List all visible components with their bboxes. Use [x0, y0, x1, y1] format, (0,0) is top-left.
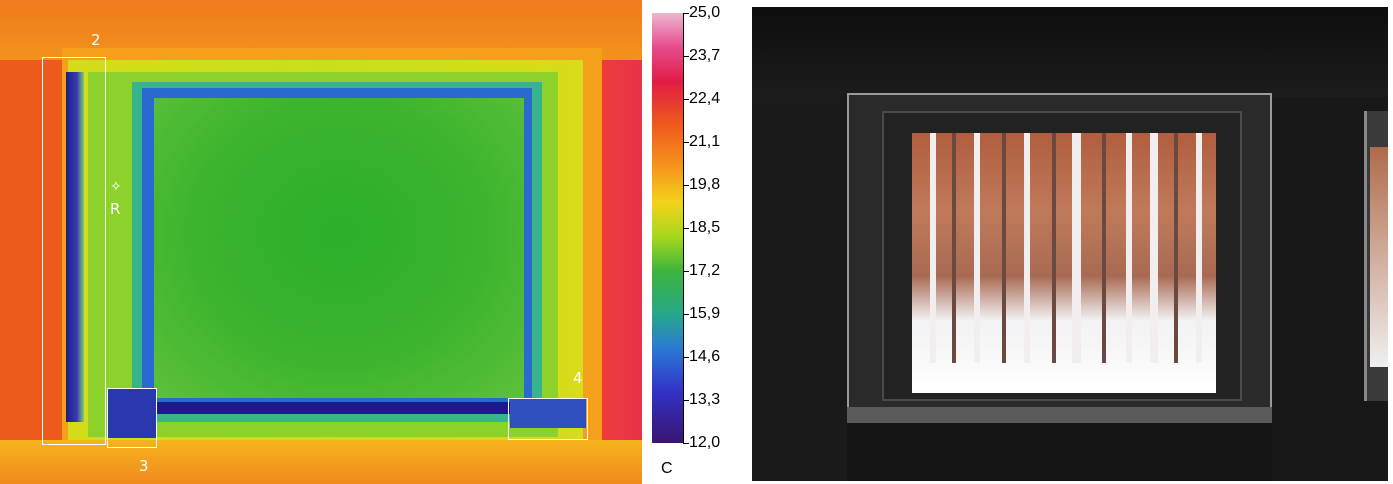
photo-adjacent-view	[1370, 147, 1388, 367]
temperature-tick-label: 12,0	[689, 434, 721, 451]
temperature-tick-label: 21,1	[689, 133, 721, 150]
temperature-tick-label: 13,3	[689, 391, 721, 408]
temperature-tick	[683, 228, 689, 229]
temperature-tick	[683, 314, 689, 315]
photo-outdoor-view	[912, 133, 1216, 393]
temperature-tick-label: 15,9	[689, 305, 721, 322]
temperature-tick	[683, 443, 689, 444]
temperature-tick-label: 19,8	[689, 176, 721, 193]
roi-box-4	[508, 398, 588, 440]
thermal-cold-jamb	[66, 72, 84, 422]
temperature-tick	[683, 13, 689, 14]
window-photograph	[752, 7, 1388, 481]
temperature-unit-label: C	[661, 460, 673, 477]
temperature-scale: 25,0 23,7 22,4 21,1 19,8 18,5 17,2 15,9 14,6 13,3…	[643, 0, 750, 484]
temperature-tick-label: 14,6	[689, 348, 721, 365]
photo-wall-left	[752, 97, 847, 481]
roi-label-4: 4	[573, 369, 583, 387]
roi-box-3	[107, 388, 157, 448]
thermal-cold-corner-right	[510, 398, 586, 428]
roi-label-2: 2	[91, 31, 101, 49]
thermal-cold-sill	[146, 402, 542, 414]
roi-box-2	[42, 57, 106, 445]
temperature-tick-label: 18,5	[689, 219, 721, 236]
temperature-tick-label: 25,0	[689, 4, 721, 21]
thermal-wall-bottom	[0, 440, 642, 484]
temperature-tick	[683, 400, 689, 401]
temperature-tick	[683, 357, 689, 358]
photo-window-sill	[847, 407, 1272, 423]
photo-wall-top	[752, 7, 1388, 97]
reference-point-label: R	[110, 200, 121, 218]
temperature-tick	[683, 271, 689, 272]
temperature-tick	[683, 56, 689, 57]
thermal-image: 2 3 4 ✧ R	[0, 0, 642, 484]
temperature-tick-label: 22,4	[689, 90, 721, 107]
temperature-tick-label: 17,2	[689, 262, 721, 279]
crosshair-icon: ✧	[110, 179, 122, 195]
thermal-cold-corner-left	[108, 388, 156, 438]
temperature-tick	[683, 185, 689, 186]
thermal-glass-pane	[154, 98, 524, 398]
temperature-gradient-bar	[652, 13, 683, 443]
temperature-tick-label: 23,7	[689, 47, 721, 64]
temperature-tick	[683, 99, 689, 100]
roi-label-3: 3	[139, 457, 149, 475]
temperature-tick	[683, 142, 689, 143]
